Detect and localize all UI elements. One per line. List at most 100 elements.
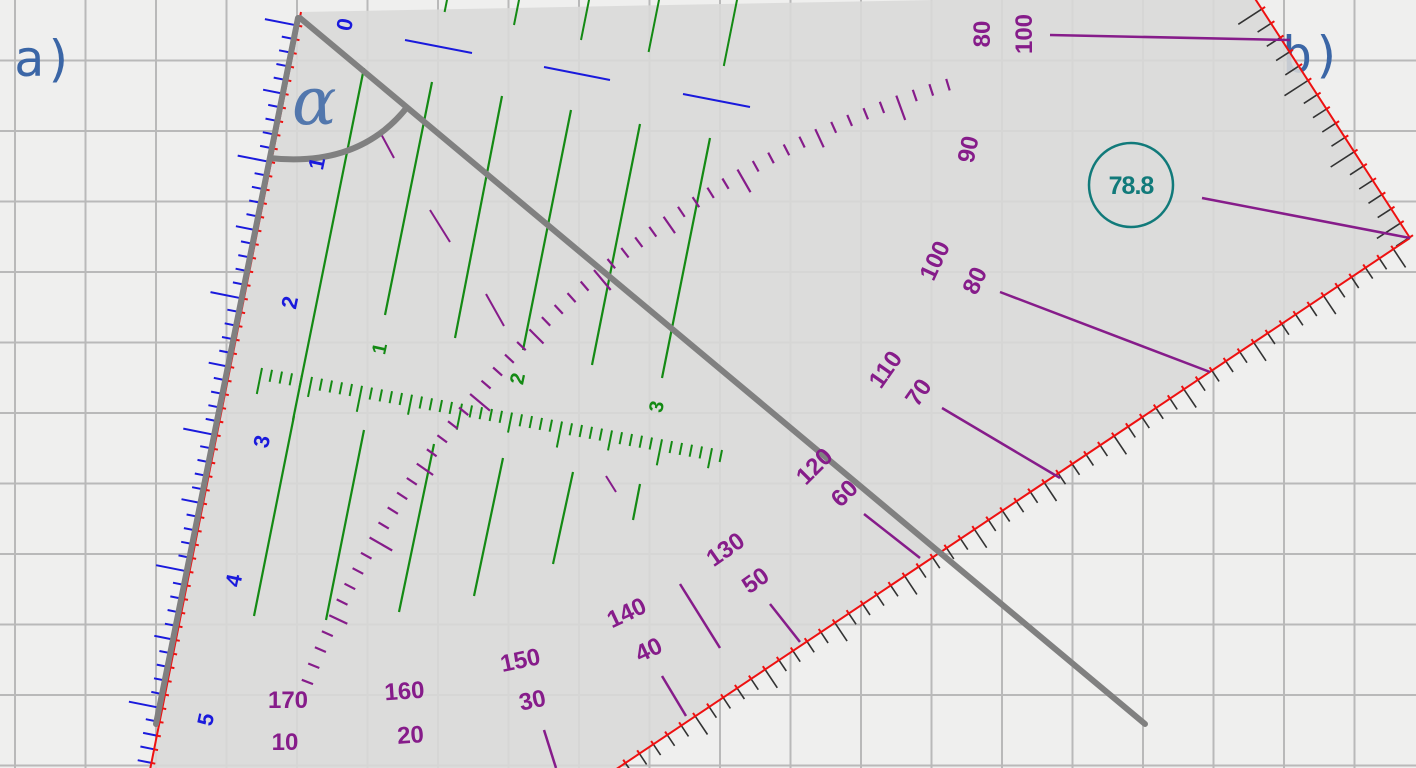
outer-label-100-top: 100 xyxy=(1011,14,1038,54)
edge-tick xyxy=(624,762,630,768)
protractor-tick xyxy=(798,136,806,148)
grid-tick xyxy=(418,396,423,409)
edge-tick xyxy=(652,743,662,756)
protractor-tick xyxy=(377,521,390,530)
grid-line xyxy=(580,0,591,41)
angle-leg-right xyxy=(297,15,1148,727)
protractor-tick xyxy=(593,269,612,291)
grid-label-2: 2 xyxy=(506,371,530,386)
purple-guide-dashes xyxy=(379,131,617,493)
grid-tick xyxy=(278,371,283,384)
protractor-tick xyxy=(620,247,630,259)
protractor-tick xyxy=(360,551,373,560)
edge-tick xyxy=(792,650,801,663)
edge-tick xyxy=(959,538,969,551)
readout-value: 78.8 xyxy=(1109,172,1155,200)
protractor-tick xyxy=(736,169,752,193)
grid-labels: 1 2 3 xyxy=(368,341,669,414)
grid-tick xyxy=(528,415,533,429)
protractor-tick xyxy=(369,536,393,552)
ruler-labels: 0 1 2 3 4 5 xyxy=(192,16,358,728)
ruler-label-5: 5 xyxy=(192,711,219,728)
edge-tick xyxy=(918,566,927,579)
grid-tick xyxy=(688,444,693,457)
edge-tick xyxy=(1364,267,1374,280)
grid-tick xyxy=(378,389,383,402)
grid-tick xyxy=(555,421,563,448)
protractor-tick xyxy=(606,258,616,269)
edge-tick xyxy=(1378,258,1388,270)
edge-tick xyxy=(1253,342,1267,362)
ruler-tick xyxy=(183,427,217,437)
grid-line xyxy=(472,457,505,597)
edge-tick xyxy=(1225,360,1234,373)
protractor-tick xyxy=(751,160,760,173)
grid-tick xyxy=(648,437,653,450)
blue-dash xyxy=(404,39,473,54)
grid-line xyxy=(324,429,366,621)
edge-tick xyxy=(750,678,759,691)
edge-tick xyxy=(1312,108,1327,119)
grid-line xyxy=(551,471,575,565)
protractor-tick xyxy=(336,598,348,606)
grid-tick xyxy=(298,374,303,388)
angle-leg-left xyxy=(153,15,301,727)
protractor-tick xyxy=(662,216,676,234)
edge-tick xyxy=(1358,179,1374,190)
grid-tick xyxy=(678,442,683,456)
direction-line-30 xyxy=(542,729,558,768)
edge-tick xyxy=(904,575,918,595)
grid-tick xyxy=(668,440,673,454)
protractor-tick xyxy=(314,646,327,654)
edge-tick xyxy=(666,734,676,747)
grid-label-3: 3 xyxy=(645,399,669,414)
ruler-tick xyxy=(140,745,155,751)
purple-dash xyxy=(379,131,395,159)
protractor-tick xyxy=(321,630,334,638)
edge-tick xyxy=(890,585,899,597)
grid-tick xyxy=(478,407,483,420)
protractor-tick xyxy=(480,379,492,390)
edge-tick xyxy=(1330,151,1355,168)
edge-tick xyxy=(736,687,746,700)
protractor-tick xyxy=(566,292,577,303)
edge-tick xyxy=(1015,500,1025,513)
edge-tick xyxy=(1057,472,1067,485)
direction-line-60 xyxy=(863,513,921,559)
set-square-body xyxy=(150,0,1410,768)
grid-tick xyxy=(628,433,633,447)
edge-tick xyxy=(848,613,857,625)
grid-tick xyxy=(507,412,513,433)
edge-tick xyxy=(1284,65,1300,76)
ruler-label-0: 0 xyxy=(331,16,358,33)
grid-tick xyxy=(468,405,473,418)
edge-tick xyxy=(1001,510,1011,522)
edge-tick xyxy=(1322,295,1337,315)
protractor-tick xyxy=(307,662,320,670)
edge-tick xyxy=(876,594,885,607)
protractor-tick xyxy=(328,614,348,625)
protractor-tick xyxy=(634,236,644,248)
grid-tick xyxy=(268,369,273,382)
blue-dash xyxy=(682,93,751,108)
grid-tick xyxy=(568,423,573,436)
grid-tick xyxy=(598,428,603,441)
outer-label-80-top: 80 xyxy=(969,21,996,48)
grid-tick xyxy=(428,398,433,411)
protractor-tick xyxy=(528,328,545,345)
protractor-tick xyxy=(426,448,438,458)
direction-line-readout xyxy=(1201,196,1411,240)
edge-tick xyxy=(1284,79,1309,97)
protractor-tick xyxy=(406,477,418,486)
grid-tick xyxy=(538,417,543,431)
edge-tick xyxy=(945,547,955,560)
angle-readout: 78.8 xyxy=(1087,141,1175,229)
grid-line xyxy=(660,137,712,379)
grid-tick xyxy=(255,367,263,395)
grid-tick xyxy=(368,387,373,400)
edge-tick xyxy=(1336,286,1346,298)
edge-tick xyxy=(1169,398,1178,410)
readout-ring xyxy=(1087,141,1175,229)
edge-tick xyxy=(1257,22,1272,33)
